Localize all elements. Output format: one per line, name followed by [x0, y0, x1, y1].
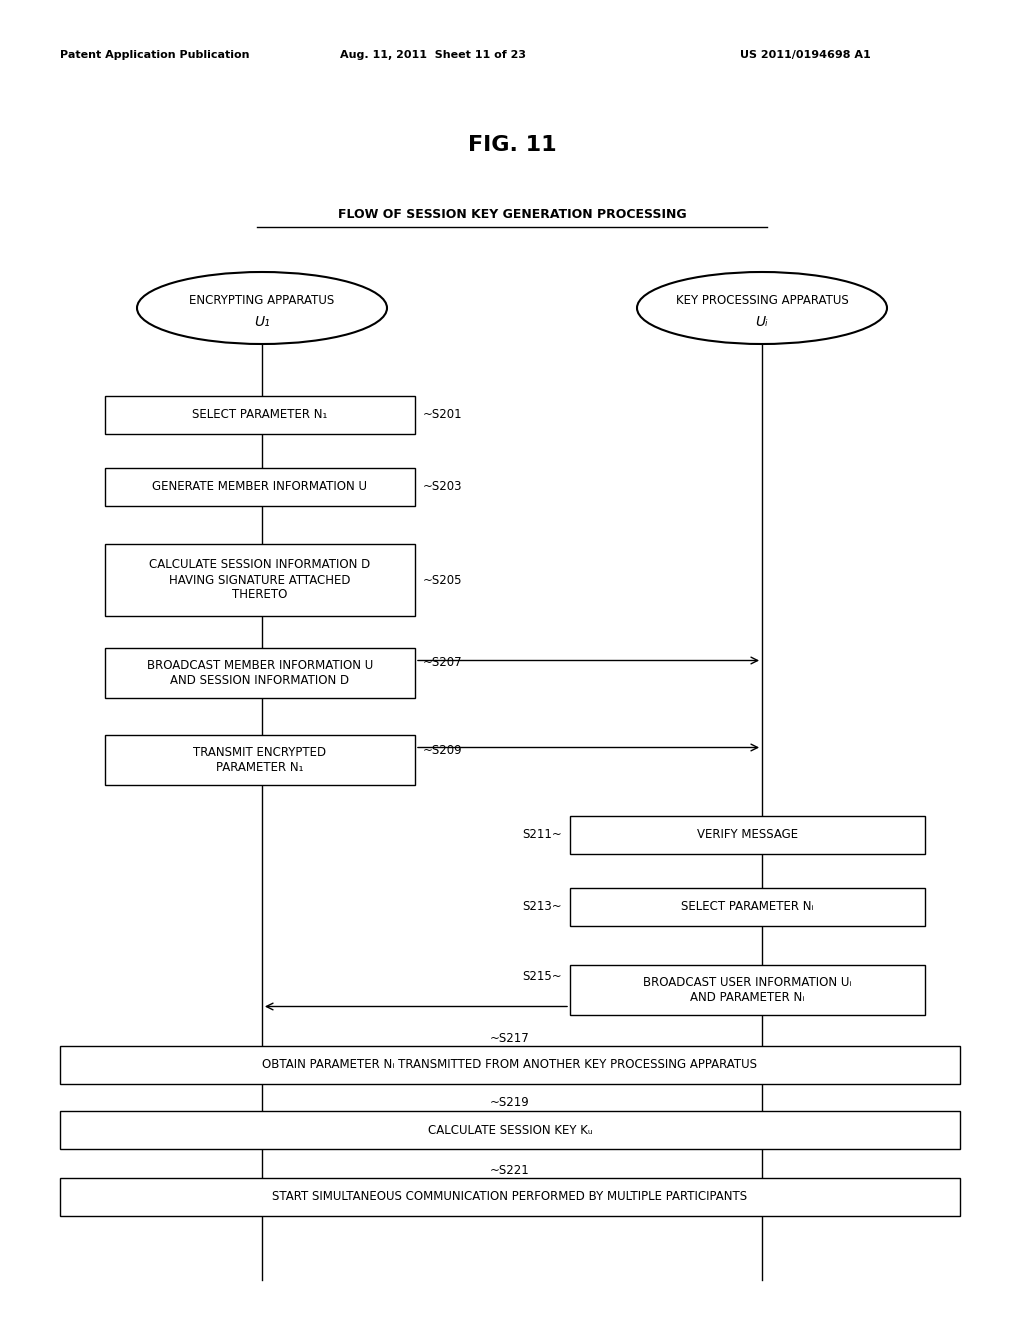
- Text: ~S201: ~S201: [423, 408, 463, 421]
- Text: ~S209: ~S209: [423, 743, 463, 756]
- Text: VERIFY MESSAGE: VERIFY MESSAGE: [697, 829, 798, 842]
- Text: Patent Application Publication: Patent Application Publication: [60, 50, 250, 59]
- Text: CALCULATE SESSION KEY Kᵤ: CALCULATE SESSION KEY Kᵤ: [428, 1123, 592, 1137]
- Text: START SIMULTANEOUS COMMUNICATION PERFORMED BY MULTIPLE PARTICIPANTS: START SIMULTANEOUS COMMUNICATION PERFORM…: [272, 1191, 748, 1204]
- Ellipse shape: [137, 272, 387, 345]
- FancyBboxPatch shape: [60, 1177, 961, 1216]
- Text: ~S221: ~S221: [490, 1163, 529, 1176]
- Text: GENERATE MEMBER INFORMATION U: GENERATE MEMBER INFORMATION U: [153, 480, 368, 494]
- Text: ~S205: ~S205: [423, 573, 463, 586]
- Text: BROADCAST USER INFORMATION Uᵢ
AND PARAMETER Nᵢ: BROADCAST USER INFORMATION Uᵢ AND PARAME…: [643, 975, 852, 1005]
- Text: S211~: S211~: [522, 829, 562, 842]
- FancyBboxPatch shape: [60, 1045, 961, 1084]
- FancyBboxPatch shape: [60, 1111, 961, 1148]
- FancyBboxPatch shape: [105, 735, 415, 785]
- Text: SELECT PARAMETER N₁: SELECT PARAMETER N₁: [193, 408, 328, 421]
- FancyBboxPatch shape: [570, 816, 925, 854]
- Text: ~S207: ~S207: [423, 656, 463, 669]
- Text: SELECT PARAMETER Nᵢ: SELECT PARAMETER Nᵢ: [681, 900, 814, 913]
- Text: FIG. 11: FIG. 11: [468, 135, 556, 154]
- FancyBboxPatch shape: [105, 544, 415, 616]
- Text: KEY PROCESSING APPARATUS: KEY PROCESSING APPARATUS: [676, 293, 848, 306]
- Text: ~S203: ~S203: [423, 480, 463, 494]
- FancyBboxPatch shape: [105, 469, 415, 506]
- Text: FLOW OF SESSION KEY GENERATION PROCESSING: FLOW OF SESSION KEY GENERATION PROCESSIN…: [338, 209, 686, 222]
- Ellipse shape: [637, 272, 887, 345]
- Text: ENCRYPTING APPARATUS: ENCRYPTING APPARATUS: [189, 293, 335, 306]
- FancyBboxPatch shape: [105, 648, 415, 698]
- Text: OBTAIN PARAMETER Nᵢ TRANSMITTED FROM ANOTHER KEY PROCESSING APPARATUS: OBTAIN PARAMETER Nᵢ TRANSMITTED FROM ANO…: [262, 1059, 758, 1072]
- Text: S213~: S213~: [522, 900, 562, 913]
- Text: Uᵢ: Uᵢ: [756, 315, 768, 329]
- Text: U₁: U₁: [254, 315, 270, 329]
- Text: ~S217: ~S217: [490, 1031, 529, 1044]
- Text: Aug. 11, 2011  Sheet 11 of 23: Aug. 11, 2011 Sheet 11 of 23: [340, 50, 526, 59]
- Text: S215~: S215~: [522, 969, 562, 982]
- Text: BROADCAST MEMBER INFORMATION U
AND SESSION INFORMATION D: BROADCAST MEMBER INFORMATION U AND SESSI…: [146, 659, 373, 686]
- Text: ~S219: ~S219: [490, 1097, 529, 1110]
- FancyBboxPatch shape: [570, 888, 925, 927]
- Text: TRANSMIT ENCRYPTED
PARAMETER N₁: TRANSMIT ENCRYPTED PARAMETER N₁: [194, 746, 327, 774]
- FancyBboxPatch shape: [570, 965, 925, 1015]
- Text: US 2011/0194698 A1: US 2011/0194698 A1: [740, 50, 870, 59]
- FancyBboxPatch shape: [105, 396, 415, 434]
- Text: CALCULATE SESSION INFORMATION D
HAVING SIGNATURE ATTACHED
THERETO: CALCULATE SESSION INFORMATION D HAVING S…: [150, 558, 371, 602]
